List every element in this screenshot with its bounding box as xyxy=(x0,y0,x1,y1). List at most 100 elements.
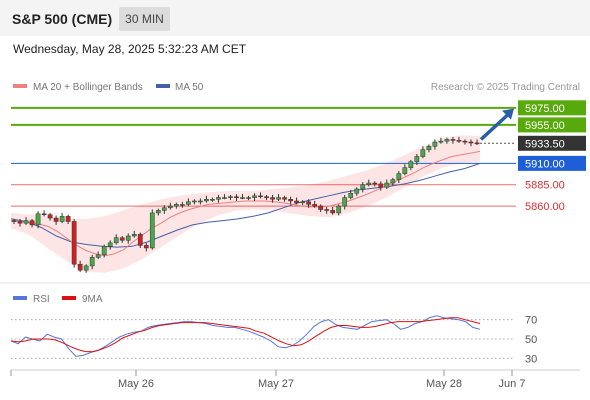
x-tick-label: May 27 xyxy=(258,378,294,390)
candle-body xyxy=(324,209,330,211)
candle-body xyxy=(396,173,402,180)
candle-body xyxy=(83,265,89,271)
candle-body xyxy=(125,235,131,241)
candle-body xyxy=(288,199,293,202)
candle-body xyxy=(432,141,438,147)
candle-body xyxy=(402,167,408,174)
candle-body xyxy=(264,196,269,198)
candle-body xyxy=(210,199,215,201)
candle-body xyxy=(348,193,354,198)
candle-body xyxy=(11,220,17,222)
candle-body xyxy=(318,205,324,210)
level-label-text: 5933.50 xyxy=(525,138,565,150)
candle-body xyxy=(65,216,71,222)
rsi-legend-swatch xyxy=(13,296,27,300)
forecast-arrow-head xyxy=(502,108,514,120)
candle-body xyxy=(143,245,149,249)
level-label-text: 5975.00 xyxy=(525,103,565,115)
candle-body xyxy=(354,188,360,194)
candle-body xyxy=(161,207,167,211)
level-label-text: 5955.00 xyxy=(525,120,565,132)
ma50-line xyxy=(10,162,481,248)
ma20-legend-swatch xyxy=(13,84,27,88)
forecast-arrow-shaft xyxy=(479,112,511,141)
candle-body xyxy=(155,210,161,214)
candle-body xyxy=(53,217,59,222)
candle-body xyxy=(456,140,462,142)
candle-body xyxy=(77,263,83,271)
x-tick-label: Jun 7 xyxy=(499,378,526,390)
candle-body xyxy=(89,257,95,267)
level-label-support: 5860.00 xyxy=(525,201,565,213)
candle-body xyxy=(294,200,299,203)
candle-body xyxy=(408,161,414,168)
rsi-tick-label: 70 xyxy=(525,315,537,327)
candle-body xyxy=(246,197,251,199)
candle-body xyxy=(29,220,35,226)
candle-body xyxy=(252,195,257,198)
candle-body xyxy=(342,197,348,207)
candle-body xyxy=(119,237,125,241)
rsi-line xyxy=(10,315,481,357)
rsi-tick-label: 50 xyxy=(525,334,537,346)
candle-body xyxy=(198,200,203,203)
candle-body xyxy=(204,199,209,202)
rsi-tick-label: 30 xyxy=(525,353,537,365)
candle-body xyxy=(101,246,107,256)
candle-body xyxy=(258,195,263,198)
ma20-legend-label: MA 20 + Bollinger Bands xyxy=(33,82,143,93)
candle-body xyxy=(17,221,23,224)
candle-body xyxy=(378,183,384,188)
candle-body xyxy=(234,196,239,198)
credit-text: Research © 2025 Trading Central xyxy=(431,82,580,93)
timestamp: Wednesday, May 28, 2025 5:32:23 AM CET xyxy=(13,42,247,56)
level-label-support: 5885.00 xyxy=(525,180,565,192)
candle-body xyxy=(306,201,311,205)
candle-body xyxy=(330,210,336,214)
ma20-line xyxy=(10,150,481,257)
candle-body xyxy=(131,234,137,237)
level-label-box xyxy=(518,135,586,151)
ma50-legend-swatch xyxy=(156,84,170,88)
candle-body xyxy=(137,234,143,246)
interval-button[interactable]: 30 MIN xyxy=(119,7,170,31)
candle-body xyxy=(192,200,197,203)
rsi-legend: RSI 9MA xyxy=(13,294,103,305)
candle-body xyxy=(276,197,281,200)
candle-body xyxy=(240,197,245,199)
candle-body xyxy=(360,184,366,190)
instrument-title: S&P 500 (CME) xyxy=(12,11,113,27)
candle-body xyxy=(186,201,191,205)
candle-body xyxy=(216,197,221,200)
candle-body xyxy=(420,149,426,157)
x-tick-label: May 28 xyxy=(426,378,462,390)
rsi-ma-legend-swatch xyxy=(62,296,76,300)
candle-body xyxy=(71,221,77,265)
candle-body xyxy=(270,197,275,200)
level-label-box xyxy=(518,117,586,133)
ma50-legend-label: MA 50 xyxy=(175,82,204,93)
level-label-target: 5975.00 xyxy=(518,100,586,116)
candle-body xyxy=(47,214,53,219)
level-label-pivot: 5910.00 xyxy=(518,155,586,171)
candle-body xyxy=(372,182,378,185)
candle-body xyxy=(384,182,390,188)
candle-body xyxy=(312,204,318,207)
bollinger-band xyxy=(11,135,480,273)
rsi-legend-label: RSI xyxy=(33,294,50,305)
price-legend: MA 20 + Bollinger Bands MA 50 Research ©… xyxy=(13,82,580,93)
x-tick-label: May 26 xyxy=(118,378,154,390)
candle-body xyxy=(95,254,101,258)
candle-body xyxy=(107,242,113,247)
candle-body xyxy=(414,156,420,162)
candle-body xyxy=(282,197,287,200)
level-label-box xyxy=(518,100,586,116)
candle-body xyxy=(222,197,227,199)
level-label-current: 5933.50 xyxy=(518,135,586,151)
level-label-text: 5885.00 xyxy=(525,180,565,192)
level-label-box xyxy=(518,155,586,171)
rsi-ma-line xyxy=(10,317,481,353)
candle-body xyxy=(113,237,119,244)
candle-body xyxy=(426,146,432,150)
